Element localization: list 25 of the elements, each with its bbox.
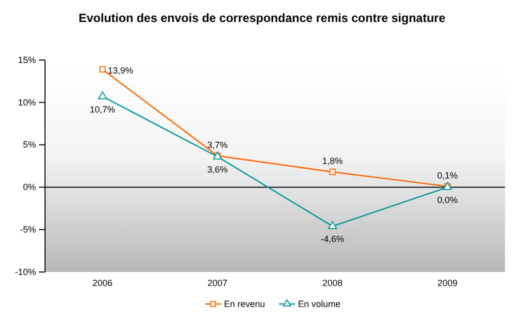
y-tick-label: 5%: [22, 140, 36, 150]
data-label: 1,8%: [322, 156, 343, 166]
legend-label: En volume: [298, 299, 341, 309]
y-tick-label: -10%: [14, 266, 36, 277]
data-label: 0,0%: [437, 195, 458, 206]
x-tick-label: 2006: [92, 278, 113, 288]
point: [328, 221, 338, 230]
x-tick-label: 2009: [437, 278, 458, 288]
y-tick-label: 0%: [22, 182, 36, 192]
x-tick-label: 2008: [322, 278, 343, 288]
point: [99, 66, 106, 72]
y-tick-label: 10%: [18, 97, 36, 108]
y-tick-label: 15%: [18, 54, 36, 65]
data-label: 3,6%: [207, 164, 228, 175]
x-tick-label: 2007: [207, 278, 228, 288]
point: [98, 91, 108, 100]
y-tick-label: -5%: [20, 224, 36, 234]
legend-label: En revenu: [224, 299, 266, 309]
data-label: 3,7%: [207, 140, 228, 150]
data-label: -4,6%: [320, 234, 344, 244]
point: [329, 168, 336, 176]
data-label: 13,9%: [108, 65, 134, 76]
data-label: 10,7%: [90, 104, 116, 114]
data-label: 0,1%: [437, 170, 458, 180]
chart-title: Evolution des envois de correspondance remis contre signature: [78, 11, 446, 25]
